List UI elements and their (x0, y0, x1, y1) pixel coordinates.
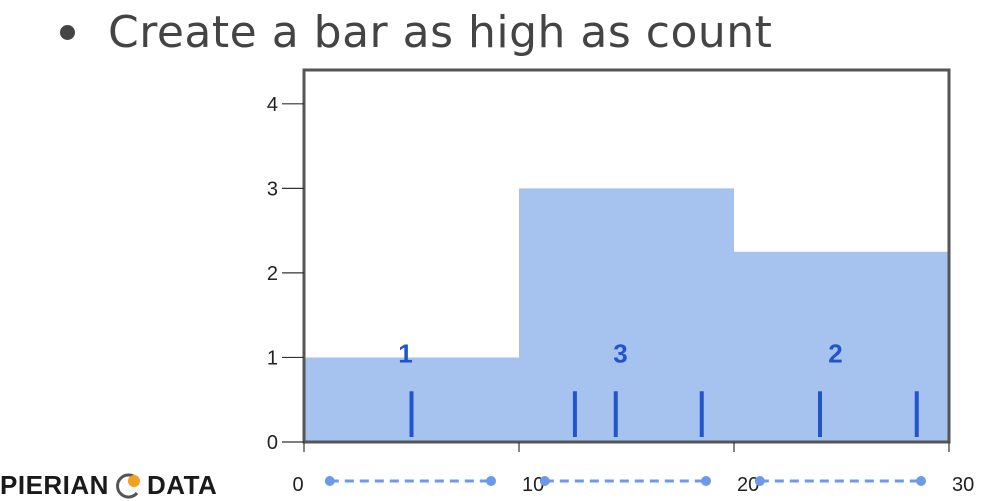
slide-title: Create a bar as high as count (60, 2, 772, 62)
x-tick-label-1: 10 (522, 474, 544, 494)
bin-range-end-2 (916, 476, 927, 486)
bin-range-start-1 (539, 476, 550, 486)
bar-count-label-0: 1 (398, 338, 412, 368)
bin-range-start-0 (324, 476, 335, 486)
x-tick-label-0: 0 (292, 474, 303, 494)
bar-count-label-1: 3 (613, 338, 627, 368)
bullet-icon (60, 24, 75, 40)
logo-right-text: DATA (146, 470, 218, 500)
logo: PIERIAN DATA (0, 470, 217, 500)
bin-range-end-0 (486, 476, 497, 486)
plot-frame (302, 68, 951, 444)
y-tick-label-4: 4 (267, 94, 278, 116)
y-tick-label-0: 0 (267, 432, 278, 454)
bin-range-start-2 (754, 476, 765, 486)
logo-mark-icon (115, 473, 140, 499)
x-tick-label-2: 20 (737, 474, 759, 494)
y-tick-label-2: 2 (267, 263, 278, 285)
x-tick-label-3: 30 (952, 474, 974, 494)
histogram-bar-1 (519, 188, 734, 442)
logo-left-text: PIERIAN (0, 470, 109, 500)
y-tick-label-1: 1 (267, 347, 278, 369)
histogram-bar-2 (734, 251, 949, 442)
bar-count-label-2: 2 (828, 338, 842, 368)
bin-range-end-1 (701, 476, 712, 486)
y-tick-label-3: 3 (267, 178, 278, 200)
title-text: Create a bar as high as count (108, 6, 773, 58)
